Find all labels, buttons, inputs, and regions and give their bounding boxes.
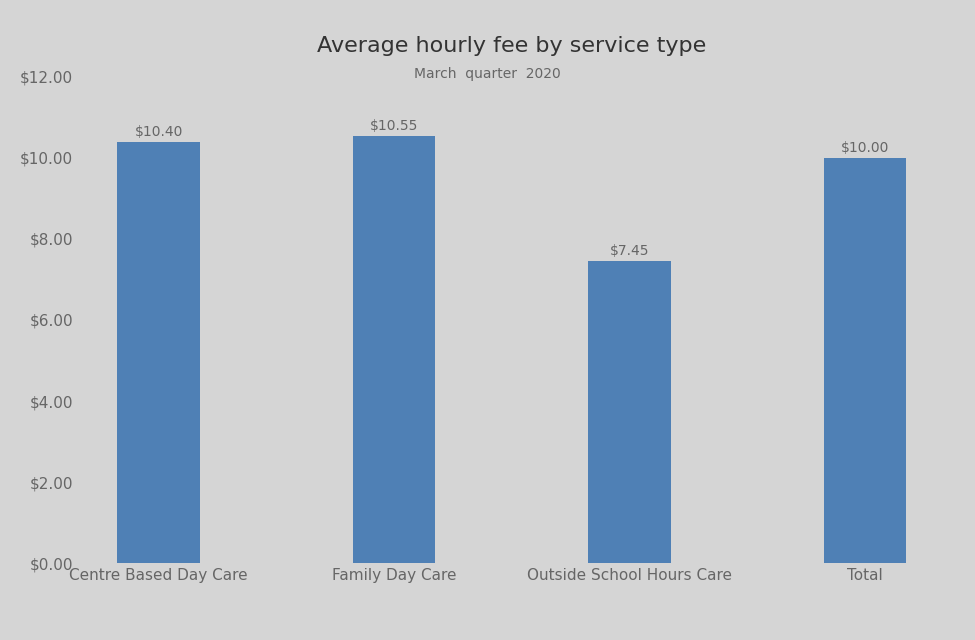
Bar xyxy=(588,261,671,563)
Text: March  quarter  2020: March quarter 2020 xyxy=(414,67,561,81)
Text: $10.55: $10.55 xyxy=(370,119,418,132)
Bar xyxy=(824,158,907,563)
Text: $10.00: $10.00 xyxy=(840,141,889,155)
Text: $10.40: $10.40 xyxy=(135,125,183,139)
Title: Average hourly fee by service type: Average hourly fee by service type xyxy=(317,36,707,56)
Text: $7.45: $7.45 xyxy=(610,244,649,259)
Bar xyxy=(353,136,436,563)
Bar xyxy=(117,141,200,563)
